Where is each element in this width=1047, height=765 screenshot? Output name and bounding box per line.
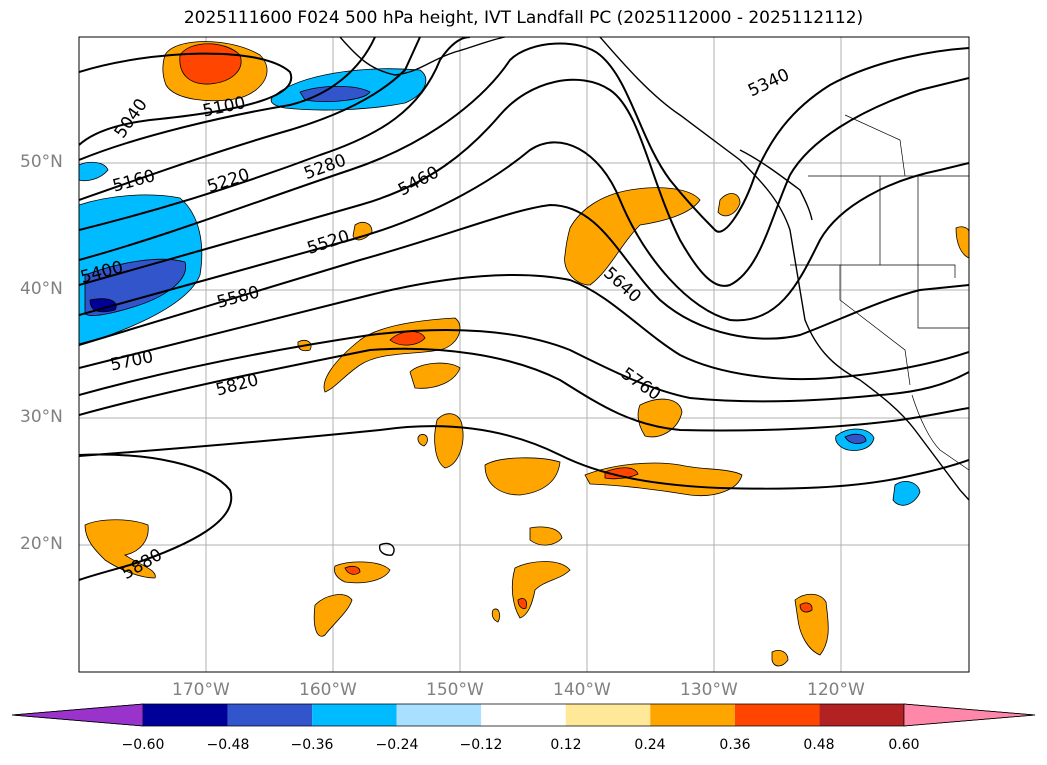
lon-label: 160°W (299, 680, 357, 700)
colorbar-tick-label: 0.60 (888, 737, 920, 753)
colorbar-tick-label: 0.48 (803, 737, 835, 753)
lon-label: 170°W (172, 680, 230, 700)
contour-label: 5460 (395, 162, 443, 200)
ivt-positive-areas (84, 41, 969, 667)
colorbar-tick-label: 0.12 (550, 737, 582, 753)
colorbar-segment (481, 704, 566, 726)
borders (790, 114, 969, 471)
colorbar-outline (11, 703, 1036, 727)
colorbar-tick-label: 0.36 (719, 737, 751, 753)
lon-label: 140°W (553, 680, 611, 700)
colorbar-segment (396, 704, 482, 726)
lat-label: 30°N (20, 407, 63, 427)
colorbar-tick-label: 0.24 (634, 737, 666, 753)
map-frame (78, 36, 970, 673)
contour-label: 5520 (305, 226, 352, 258)
contour-label: 5760 (617, 364, 664, 405)
map-title: 2025111600 F024 500 hPa height, IVT Land… (183, 8, 864, 28)
lat-label: 40°N (20, 279, 63, 299)
colorbar-segment (819, 704, 904, 726)
contour-label: 5220 (205, 165, 252, 197)
contour-label: 5700 (109, 347, 155, 376)
coastlines (339, 37, 969, 556)
colorbar-extend-low (11, 703, 144, 727)
gridlines (79, 37, 969, 672)
contour-label: 5580 (215, 282, 262, 313)
colorbar-segment (734, 704, 820, 726)
colorbar-segment (227, 704, 313, 726)
contour-label: 5160 (110, 166, 157, 197)
colorbar-tick-label: −0.12 (459, 737, 503, 753)
colorbar-tick-label: −0.24 (375, 737, 419, 753)
lon-label: 130°W (680, 680, 738, 700)
colorbar-segment (565, 704, 651, 726)
lon-label: 150°W (426, 680, 484, 700)
colorbar-extend-high (903, 703, 1036, 727)
colorbar-segment (312, 704, 397, 726)
contour-label: 5040 (111, 95, 152, 142)
colorbar-tick-label: −0.48 (206, 737, 250, 753)
lon-label: 120°W (807, 680, 865, 700)
contour-label: 5340 (745, 65, 793, 101)
colorbar-tick-label: −0.36 (290, 737, 334, 753)
height-contours (79, 37, 969, 581)
colorbar (11, 703, 1036, 727)
colorbar-segment (650, 704, 735, 726)
contour-label: 5820 (214, 370, 261, 401)
lat-label: 50°N (20, 152, 63, 172)
lat-label: 20°N (20, 534, 63, 554)
colorbar-tick-label: −0.60 (121, 737, 165, 753)
colorbar-segment (143, 704, 228, 726)
